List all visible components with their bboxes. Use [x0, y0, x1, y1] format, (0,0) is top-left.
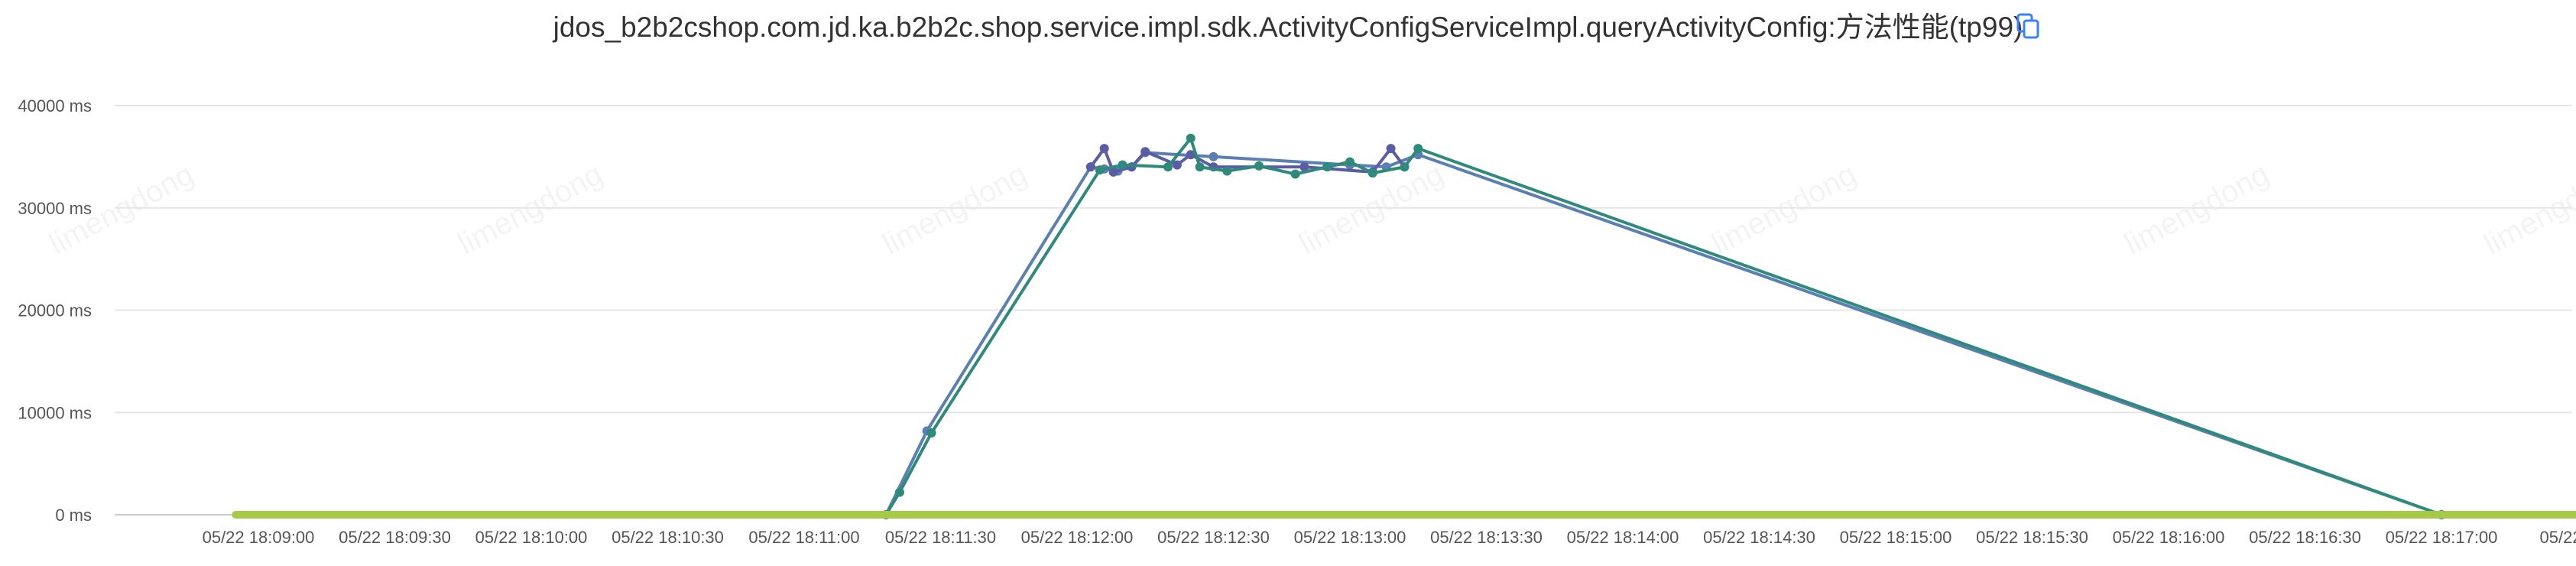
data-point[interactable] [926, 428, 936, 438]
data-point[interactable] [1322, 162, 1332, 172]
x-tick-label: 05/22 18:14:00 [1567, 528, 1679, 547]
watermark-text: limengdong [2478, 158, 2576, 262]
data-point[interactable] [1085, 162, 1095, 172]
watermark-layer: limengdong limengdong limengdong limengdong… [44, 158, 2576, 262]
data-point[interactable] [1386, 144, 1396, 154]
x-tick-label: 05/22 18:15:30 [1976, 528, 2088, 547]
data-point[interactable] [1367, 168, 1377, 178]
watermark-text: limengdong [2119, 158, 2274, 262]
data-point[interactable] [894, 487, 904, 497]
x-tick-label: 05/22 18:11:30 [885, 528, 996, 547]
x-tick-label: 05/22 18:15:00 [1840, 528, 1952, 547]
data-point[interactable] [1400, 162, 1410, 172]
chart-title: jdos_b2b2cshop.com.jd.ka.b2b2c.shop.serv… [553, 11, 2023, 43]
data-point[interactable] [1172, 160, 1182, 170]
gridlines [115, 105, 2572, 516]
data-point[interactable] [1195, 162, 1205, 172]
x-tick-label: 05/22 18:12:00 [1021, 528, 1134, 547]
data-point[interactable] [1186, 150, 1196, 160]
y-tick-label: 40000 ms [18, 96, 92, 115]
data-point[interactable] [1163, 162, 1173, 172]
data-point[interactable] [1140, 147, 1150, 157]
series-layer [232, 133, 2576, 519]
y-tick-label: 10000 ms [18, 403, 92, 422]
y-tick-label: 0 ms [55, 506, 92, 525]
x-axis: 05/22 18:09:00 05/22 18:09:30 05/22 18:10:… [115, 514, 2576, 547]
data-point[interactable] [1118, 160, 1127, 170]
x-tick-label: 05/22 18:13:00 [1294, 528, 1406, 547]
data-point[interactable] [1222, 166, 1232, 176]
x-tick-label: 05/22 18:12:30 [1157, 528, 1270, 547]
data-point[interactable] [1209, 151, 1218, 161]
x-tick-label: 05/22 18:14:30 [1703, 528, 1815, 547]
y-tick-label: 20000 ms [18, 301, 92, 320]
data-point[interactable] [1095, 165, 1105, 175]
x-tick-label: 05/22 18:10:30 [612, 528, 724, 547]
data-point[interactable] [1299, 162, 1309, 172]
x-tick-label: 05/22 18:17:00 [2386, 528, 2498, 547]
x-tick-label: 05/22 18:16:30 [2249, 528, 2361, 547]
x-tick-label: 05/22 18:09:30 [339, 528, 451, 547]
x-tick-label: 05/22 18:16:00 [2113, 528, 2225, 547]
x-tick-label: 05/22 18:09:00 [203, 528, 315, 547]
copy-icon[interactable] [2016, 13, 2039, 39]
data-point[interactable] [1186, 133, 1196, 143]
data-point[interactable] [1345, 157, 1355, 167]
y-tick-label: 30000 ms [18, 199, 92, 218]
watermark-text: limengdong [1706, 158, 1861, 262]
data-point[interactable] [1413, 144, 1423, 154]
data-point[interactable] [1099, 144, 1109, 154]
x-tick-label: 05/22 18:13:30 [1430, 528, 1543, 547]
x-tick-label: 05/22 18:10:00 [475, 528, 588, 547]
data-point[interactable] [1108, 167, 1118, 177]
watermark-text: limengdong [877, 158, 1032, 262]
series-2 [1085, 144, 1410, 177]
x-tick-label: 05/22 18:11:00 [748, 528, 859, 547]
data-point[interactable] [1254, 161, 1264, 171]
data-point[interactable] [1290, 169, 1300, 179]
watermark-text: limengdong [453, 158, 608, 262]
x-tick-label: 05/22 18... [2540, 528, 2576, 547]
y-axis: 0 ms 10000 ms 20000 ms 30000 ms 40000 ms [18, 96, 92, 525]
